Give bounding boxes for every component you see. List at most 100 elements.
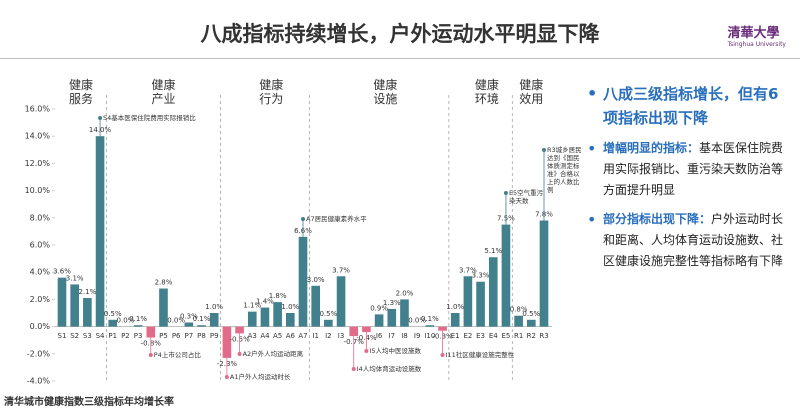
bar [108, 319, 118, 327]
value-label: 1.0% [281, 303, 299, 311]
group-label: 健康环境 [474, 78, 499, 106]
value-label: 2.0% [396, 289, 414, 297]
bar [539, 220, 549, 327]
y-tick-label: 16.0% [25, 105, 51, 114]
bar [463, 276, 473, 327]
value-label: 0.5% [104, 310, 122, 318]
x-tick-label: A6 [286, 332, 296, 340]
x-tick-label: I3 [338, 332, 345, 340]
annotation: A1户外人均运动时长 [229, 373, 291, 381]
bar [501, 224, 511, 327]
bar [133, 325, 143, 327]
x-tick-label: E3 [476, 332, 485, 340]
bar [362, 326, 371, 333]
x-tick-label: I2 [325, 332, 332, 340]
y-tick-label: -2.0% [27, 349, 51, 358]
leader-dot [148, 353, 153, 357]
leader-dot [364, 349, 369, 353]
x-tick-label: P3 [134, 332, 143, 340]
annotation: S4基本医保住院费用实际报销比 [103, 114, 196, 122]
logo-text: 清華大學 [727, 26, 780, 41]
value-label: 3.1% [66, 274, 84, 282]
x-tick-label: P1 [108, 332, 117, 340]
annotation: I11社区健康设施完整性 [445, 351, 515, 359]
value-label: 2.1% [78, 288, 96, 296]
x-tick-label: P5 [159, 332, 168, 340]
leader-dot [224, 375, 229, 379]
annotation: A7居民健康素养水平 [306, 215, 367, 223]
bar [336, 276, 346, 327]
bar [83, 298, 92, 327]
bar [159, 288, 168, 327]
x-tick-label: R1 [514, 332, 523, 340]
title: 八成指标持续增长，户外运动水平明显下降 [200, 22, 600, 46]
bar [298, 236, 308, 327]
bar [197, 325, 206, 327]
value-label: 0.0% [167, 317, 185, 325]
group-label: 健康服务 [69, 78, 94, 106]
bullet-lead: 部分指标出现下降： [603, 212, 712, 226]
y-tick-label: 0.0% [30, 322, 51, 331]
y-tick-label: 14.0% [25, 132, 51, 141]
annotation: E5空气重污染天数 [508, 189, 544, 205]
x-tick-label: A3 [248, 332, 257, 340]
value-label: 0.0% [117, 317, 135, 325]
bar [349, 326, 359, 337]
bar [311, 285, 320, 327]
leader-dot [351, 367, 356, 371]
annotation: P4上市公司占比 [153, 351, 201, 359]
footnote: 清华城市健康指数三级指标年均增长率 [4, 397, 174, 408]
group-label: 健康设施 [373, 78, 398, 106]
y-tick-label: 2.0% [30, 295, 51, 304]
group-label: 健康效用 [519, 78, 544, 106]
x-tick-label: P9 [210, 332, 219, 340]
bar [400, 299, 409, 327]
bar [95, 136, 105, 327]
x-tick-label: E4 [489, 332, 498, 340]
x-tick-label: I7 [389, 332, 396, 340]
bar [438, 326, 447, 331]
value-label: 0.1% [421, 315, 439, 323]
value-label: 3.3% [472, 272, 490, 280]
value-label: 1.0% [205, 303, 223, 311]
value-label: 0.1% [129, 315, 147, 323]
leader-dot [301, 217, 305, 221]
y-tick-label: 10.0% [25, 186, 51, 195]
x-tick-label: I8 [401, 332, 408, 340]
x-tick-label: A4 [260, 332, 270, 340]
value-label: 0.8% [510, 306, 528, 314]
value-label: 3.6% [53, 268, 71, 276]
leader-dot [98, 116, 103, 120]
x-tick-label: S3 [83, 332, 92, 340]
bar [450, 313, 460, 327]
x-tick-label: E5 [502, 332, 511, 340]
x-tick-label: S2 [70, 332, 79, 340]
x-tick-label: A7 [298, 332, 307, 340]
value-label: 3.7% [332, 266, 350, 274]
value-label: 0.0% [408, 317, 426, 325]
value-label: 0.5% [319, 310, 337, 318]
x-tick-label: S1 [58, 332, 67, 340]
chart: -4.0% -2.0% 0.0% 2.0% 4.0% 6.0% 8.0% 10.0% 12.0%… [25, 95, 553, 386]
bar [70, 284, 79, 327]
x-tick-label: R3 [539, 332, 548, 340]
value-label: 0.9% [370, 304, 388, 312]
value-label: 3.0% [307, 276, 325, 284]
value-label: 3.7% [459, 266, 477, 274]
y-tick-label: 12.0% [25, 159, 51, 168]
value-label: 1.0% [446, 303, 464, 311]
bar [146, 326, 156, 338]
bullet: 增幅明显的指标：基本医保住院费用实际报销比、重污染天数防治等方面提升明显 [585, 138, 790, 201]
title-rule [0, 58, 800, 59]
bar [374, 314, 384, 327]
annotation: I4人均体育运动设施数 [356, 365, 422, 373]
bullet: 八成三级指标增长，但有6项指标出现下降 [585, 82, 790, 130]
bar [514, 315, 523, 327]
value-label: 1.8% [269, 292, 287, 300]
leader-dot [542, 148, 546, 152]
x-tick-label: I1 [312, 332, 319, 340]
bar [184, 322, 194, 327]
y-tick-label: 8.0% [30, 213, 51, 222]
bar [222, 326, 232, 358]
